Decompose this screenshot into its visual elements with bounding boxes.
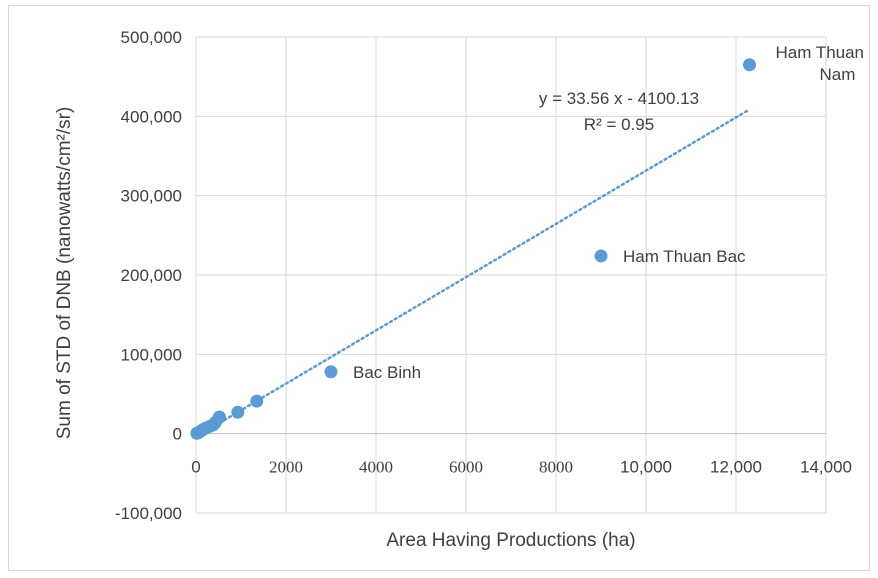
data-point — [231, 405, 245, 419]
x-tick-label: 2000 — [269, 458, 303, 477]
data-point — [594, 249, 608, 263]
y-tick-label: 300,000 — [121, 187, 182, 206]
data-point — [324, 365, 338, 379]
y-tick-label: -100,000 — [115, 504, 182, 523]
data-point — [743, 58, 756, 72]
gridlines — [195, 36, 827, 514]
y-tick-label: 500,000 — [121, 28, 182, 47]
y-tick-label: 0 — [173, 425, 182, 444]
x-tick-label: 6000 — [449, 458, 483, 477]
trendline-r-squared: R² = 0.95 — [584, 115, 654, 134]
point-label: Bac Binh — [353, 363, 421, 382]
x-tick-label: 4000 — [359, 458, 393, 477]
y-axis-title: Sum of STD of DNB (nanowatts/cm²/sr) — [54, 107, 75, 440]
x-tick-label: 0 — [191, 458, 200, 477]
point-label-line: Ham Thuan — [776, 43, 865, 62]
y-tick-label: 100,000 — [121, 345, 182, 364]
trendline-group — [194, 108, 751, 439]
x-tick-label: 12,000 — [710, 458, 762, 477]
point-labels: Bac Binh Ham Thuan Bac Ham Thuan Nam — [353, 43, 864, 382]
data-point — [212, 410, 226, 424]
x-axis-title: Area Having Productions (ha) — [386, 530, 635, 551]
point-label: Ham Thuan Bac — [623, 247, 746, 266]
y-tick-labels: -100,000 0 100,000 200,000 300,000 400,000 500… — [115, 28, 182, 523]
x-tick-label: 10,000 — [620, 458, 672, 477]
trendline — [194, 108, 751, 439]
point-label: Ham Thuan Nam — [776, 43, 865, 84]
y-tick-label: 400,000 — [121, 107, 182, 126]
chart-frame — [8, 5, 870, 571]
x-tick-label: 14,000 — [800, 458, 852, 477]
data-points — [190, 58, 756, 440]
point-label-line: Nam — [820, 65, 856, 84]
y-tick-label: 200,000 — [121, 266, 182, 285]
x-tick-label: 8000 — [539, 458, 573, 477]
data-point — [250, 394, 264, 408]
trendline-equation: y = 33.56 x - 4100.13 — [539, 89, 699, 108]
x-tick-labels: 0 2000 4000 6000 8000 10,000 12,000 14,000 — [191, 458, 852, 477]
